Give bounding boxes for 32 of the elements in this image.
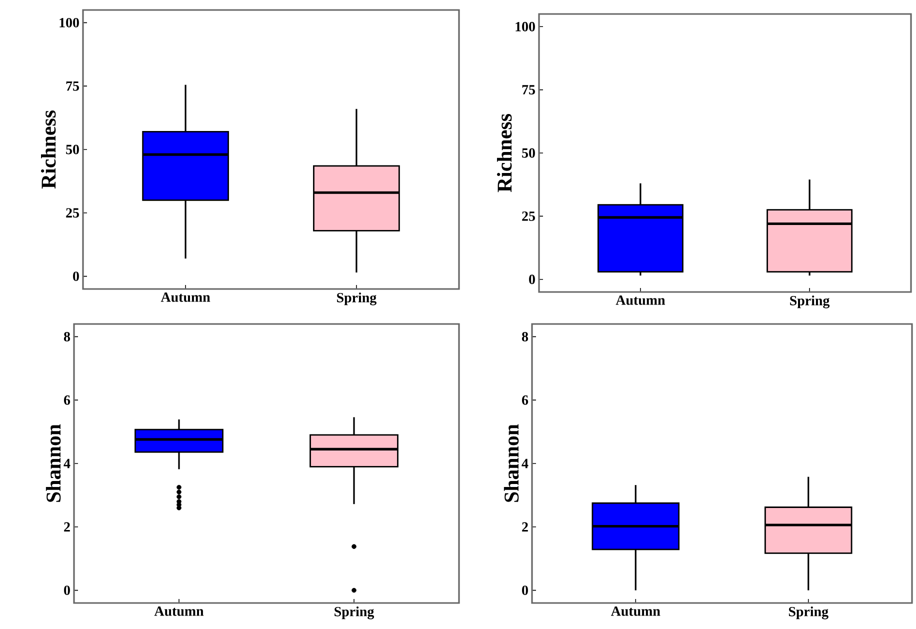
y-tick-label: 4 <box>64 458 70 468</box>
y-tick-label: 0 <box>73 272 79 282</box>
y-tick-label: 0 <box>64 586 70 596</box>
x-tick-label: Autumn <box>616 296 666 305</box>
x-tick-label: Spring <box>334 606 374 620</box>
y-tick-label: 75 <box>66 81 79 91</box>
y-axis-title: Shannon <box>504 424 519 502</box>
y-tick-label: 100 <box>516 22 535 32</box>
y-tick-label: 6 <box>64 395 70 405</box>
x-tick-label: Spring <box>790 296 830 308</box>
y-tick-label: 25 <box>66 208 79 218</box>
y-axis-title: Richness <box>497 114 512 192</box>
y-tick-label: 75 <box>522 85 535 94</box>
y-tick-label: 8 <box>522 332 528 342</box>
y-tick-label: 25 <box>522 211 535 221</box>
y-tick-label: 0 <box>522 586 528 596</box>
y-tick-label: 6 <box>522 395 528 405</box>
y-tick-label: 2 <box>522 522 528 532</box>
y-tick-label: 8 <box>64 332 70 342</box>
y-tick-label: 50 <box>522 148 535 158</box>
x-tick-label: Autumn <box>160 292 210 302</box>
y-tick-label: 0 <box>529 274 535 284</box>
y-tick-label: 2 <box>64 522 70 532</box>
y-tick-label: 50 <box>66 144 79 154</box>
y-axis-title: Shannon <box>46 424 61 502</box>
x-tick-label: Autumn <box>610 606 660 616</box>
y-tick-label: 100 <box>60 18 79 28</box>
x-tick-label: Spring <box>337 292 376 306</box>
x-tick-label: Autumn <box>154 606 204 616</box>
x-tick-label: Spring <box>788 606 828 620</box>
y-tick-label: 4 <box>522 458 528 468</box>
y-axis-title: Richness <box>41 110 56 189</box>
